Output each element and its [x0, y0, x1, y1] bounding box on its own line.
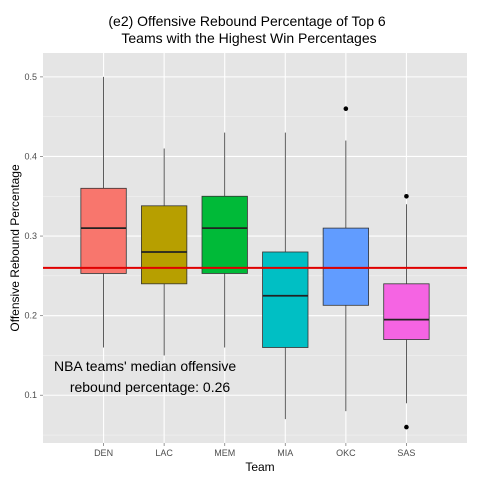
outlier-point: [343, 106, 349, 112]
box-body: [141, 205, 188, 285]
y-tick-label: 0.4: [24, 151, 37, 161]
box-body: [262, 251, 309, 348]
chart-title: (e2) Offensive Rebound Percentage of Top…: [108, 13, 389, 46]
x-tick-label-mem: MEM: [214, 448, 235, 458]
outlier-point: [404, 193, 409, 199]
x-tick-label-sas: SAS: [397, 448, 415, 458]
y-tick-label: 0.5: [24, 72, 37, 82]
box-mem: [201, 132, 248, 348]
x-axis-label: Team: [245, 460, 274, 474]
box-lac: [141, 148, 188, 356]
box-den: [80, 76, 127, 348]
y-axis-label: Offensive Rebound Percentage: [8, 164, 22, 332]
median-annotation: NBA teams' median offensive rebound perc…: [54, 358, 240, 395]
y-tick-label: 0.1: [24, 390, 37, 400]
x-tick-label-mia: MIA: [277, 448, 293, 458]
y-tick-label: 0.2: [24, 311, 37, 321]
x-tick-label-den: DEN: [94, 448, 113, 458]
x-tick-label-okc: OKC: [336, 448, 356, 458]
box-body: [383, 283, 430, 340]
box-sas: [383, 193, 430, 430]
chart-title-line-1: (e2) Offensive Rebound Percentage of Top…: [108, 13, 386, 29]
box-okc: [322, 106, 369, 412]
outlier-point: [404, 424, 409, 430]
median-annotation-line-2: rebound percentage: 0.26: [70, 379, 231, 395]
median-annotation-line-1: NBA teams' median offensive: [54, 358, 236, 374]
chart-title-line-2: Teams with the Highest Win Percentages: [121, 30, 376, 46]
x-axis-ticks: DEN LAC MEM MIA OKC SAS: [94, 443, 415, 458]
box-body: [80, 187, 127, 274]
y-tick-label: 0.3: [24, 231, 37, 241]
x-tick-label-lac: LAC: [155, 448, 173, 458]
box-body: [201, 195, 248, 274]
y-axis-ticks: 0.1 0.2 0.3 0.4 0.5: [24, 72, 43, 400]
box-body: [322, 227, 369, 306]
